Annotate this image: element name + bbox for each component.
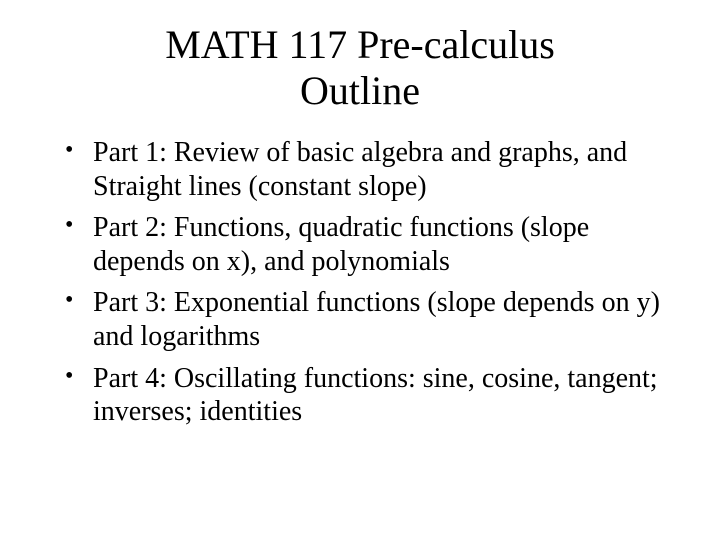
- title-line-2: Outline: [300, 68, 420, 113]
- list-item: Part 3: Exponential functions (slope dep…: [93, 286, 665, 353]
- slide-container: MATH 117 Pre-calculus Outline Part 1: Re…: [0, 0, 720, 540]
- slide-title: MATH 117 Pre-calculus Outline: [55, 22, 665, 114]
- list-item: Part 4: Oscillating functions: sine, cos…: [93, 362, 665, 429]
- list-item: Part 2: Functions, quadratic functions (…: [93, 211, 665, 278]
- bullet-list: Part 1: Review of basic algebra and grap…: [55, 136, 665, 429]
- list-item: Part 1: Review of basic algebra and grap…: [93, 136, 665, 203]
- title-line-1: MATH 117 Pre-calculus: [165, 22, 555, 67]
